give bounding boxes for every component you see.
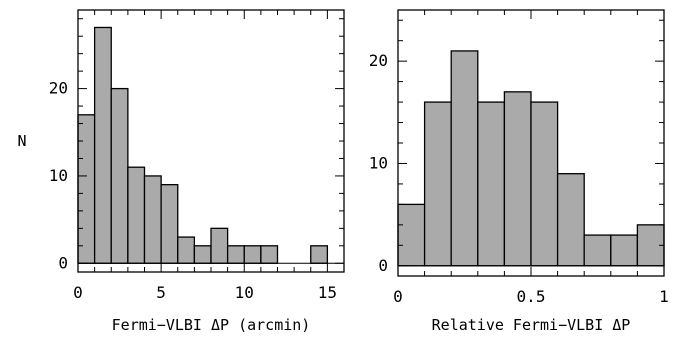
histogram-bar	[477, 101, 506, 267]
histogram-bar	[110, 87, 129, 264]
y-tick-label: 20	[49, 79, 68, 98]
histogram-bar	[530, 101, 559, 267]
histogram-bar	[423, 101, 452, 267]
histogram-bar	[127, 166, 146, 264]
histogram-bar	[397, 203, 426, 267]
histogram-bar	[310, 245, 329, 264]
histogram-bar	[177, 236, 196, 264]
x-tick-label: 10	[235, 283, 254, 302]
y-tick-label: 10	[369, 153, 388, 172]
histogram-bar	[583, 234, 612, 267]
histogram-bar	[193, 245, 212, 264]
y-axis-label: N	[17, 132, 26, 150]
histogram-bar	[210, 227, 229, 264]
y-tick-label: 20	[369, 51, 388, 70]
histogram-bar	[450, 50, 479, 267]
left-histogram-panel: 0 5 10 15 0 10 20 Fermi−VLBI ΔP (arcmin) N	[17, 9, 345, 334]
x-tick-label: 15	[318, 283, 337, 302]
histogram-bar	[93, 26, 112, 264]
x-tick-label: 0	[73, 283, 83, 302]
histogram-bar	[610, 234, 639, 267]
x-tick-label: 0.5	[517, 287, 546, 306]
x-tick-label: 1	[659, 287, 669, 306]
x-tick-label: 5	[156, 283, 166, 302]
histogram-bar	[226, 245, 245, 264]
histogram-bar	[503, 91, 532, 267]
x-axis-label: Fermi−VLBI ΔP (arcmin)	[112, 316, 311, 334]
histogram-bar	[143, 175, 162, 264]
histogram-bar	[77, 114, 96, 264]
x-axis-label: Relative Fermi−VLBI ΔP	[432, 316, 631, 334]
histogram-bar	[243, 245, 262, 264]
y-tick-label: 0	[378, 256, 388, 275]
y-tick-label: 10	[49, 166, 68, 185]
x-tick-label: 0	[393, 287, 403, 306]
histogram-bar	[160, 184, 179, 264]
histogram-bar	[260, 245, 279, 264]
histogram-bar	[556, 173, 585, 267]
y-tick-label: 0	[58, 253, 68, 272]
